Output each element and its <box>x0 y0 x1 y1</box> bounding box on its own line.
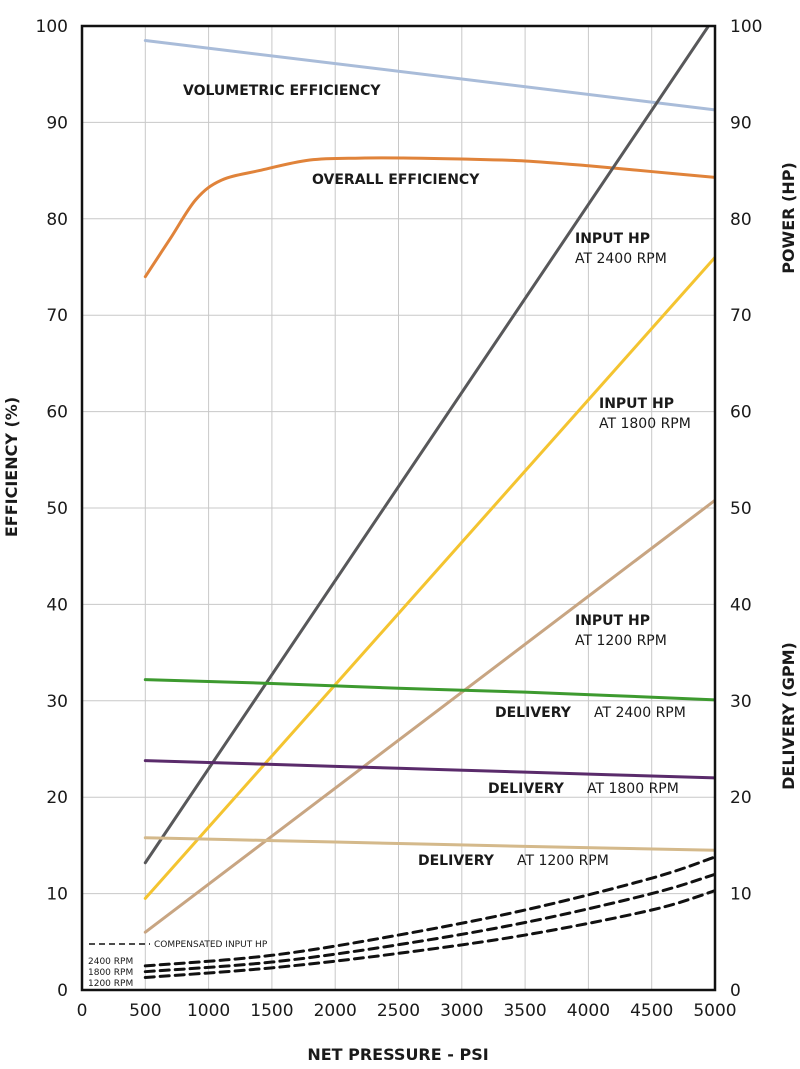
y-tick-label-left: 80 <box>46 210 68 230</box>
series-overall-eff <box>143 156 715 279</box>
y-tick-label-left: 10 <box>46 885 68 905</box>
y-tick-label-right: 70 <box>730 306 752 326</box>
x-tick-label: 4000 <box>567 1001 610 1021</box>
y-tick-label-right: 80 <box>730 210 752 230</box>
y-tick-label-left: 40 <box>46 595 68 615</box>
y-tick-label-left: 0 <box>57 981 68 1001</box>
x-tick-label: 5000 <box>693 1001 736 1021</box>
delivery-axis-title: DELIVERY (GPM) <box>779 642 798 790</box>
label-input-hp-1800: INPUT HP <box>599 396 674 412</box>
legend-rpm-1200: 1200 RPM <box>88 979 133 989</box>
x-tick-label: 3500 <box>503 1001 546 1021</box>
y-tick-label-right: 40 <box>730 595 752 615</box>
series-hp-1200 <box>143 498 715 934</box>
label-delivery-2400: DELIVERY <box>495 705 572 721</box>
x-tick-label: 2500 <box>377 1001 420 1021</box>
label-delivery-1200: DELIVERY <box>418 853 495 869</box>
x-tick-label: 0 <box>77 1001 88 1021</box>
y-tick-label-right: 100 <box>730 17 762 37</box>
series-hp-2400 <box>143 26 711 865</box>
label-input-hp-1200-rpm: AT 1200 RPM <box>575 633 667 649</box>
label-input-hp-1800-rpm: AT 1800 RPM <box>599 416 691 432</box>
series-hp-1800 <box>143 255 715 900</box>
label-overall-efficiency: OVERALL EFFICIENCY <box>312 172 480 188</box>
series-comp-1800 <box>143 872 715 974</box>
legend-rpm-2400: 2400 RPM <box>88 957 133 967</box>
plot-frame <box>80 24 717 992</box>
x-tick-label: 500 <box>129 1001 161 1021</box>
grid <box>82 26 715 990</box>
y-tick-label-right: 60 <box>730 403 752 423</box>
y-tick-label-right: 90 <box>730 113 752 133</box>
legend-rpm-1800: 1800 RPM <box>88 968 133 978</box>
y-tick-label-right: 10 <box>730 885 752 905</box>
label-delivery-1800: DELIVERY <box>488 781 565 797</box>
y-tick-label-left: 50 <box>46 499 68 519</box>
label-volumetric-efficiency: VOLUMETRIC EFFICIENCY <box>183 83 381 99</box>
label-input-hp-2400: INPUT HP <box>575 231 650 247</box>
series-comp-2400 <box>143 855 715 968</box>
series-comp-1200 <box>143 889 715 979</box>
series-del-1200 <box>143 836 715 852</box>
x-tick-label: 4500 <box>630 1001 673 1021</box>
y-tick-label-right: 50 <box>730 499 752 519</box>
x-tick-label: 1000 <box>187 1001 230 1021</box>
label-input-hp-1200: INPUT HP <box>575 613 650 629</box>
y-tick-label-left: 100 <box>36 17 68 37</box>
x-tick-label: 1500 <box>250 1001 293 1021</box>
label-delivery-1200-rpm: AT 1200 RPM <box>517 853 609 869</box>
y-tick-label-left: 70 <box>46 306 68 326</box>
curves <box>143 26 715 979</box>
left-axis-title: EFFICIENCY (%) <box>2 397 21 537</box>
y-tick-label-right: 20 <box>730 788 752 808</box>
x-tick-label: 2000 <box>314 1001 357 1021</box>
label-input-hp-2400-rpm: AT 2400 RPM <box>575 251 667 267</box>
power-axis-title: POWER (HP) <box>779 162 798 274</box>
x-axis-title: NET PRESSURE - PSI <box>307 1045 488 1064</box>
label-delivery-1800-rpm: AT 1800 RPM <box>587 781 679 797</box>
y-tick-label-left: 90 <box>46 113 68 133</box>
y-tick-label-left: 30 <box>46 692 68 712</box>
ticks: 0 500 1000 1500 2000 2500 3000 3500 4000 4500 5000… <box>36 17 763 1021</box>
y-tick-label-left: 60 <box>46 403 68 423</box>
series-del-2400 <box>143 678 715 702</box>
label-delivery-2400-rpm: AT 2400 RPM <box>594 705 686 721</box>
y-tick-label-left: 20 <box>46 788 68 808</box>
y-tick-label-right: 0 <box>730 981 741 1001</box>
series-del-1800 <box>143 759 715 780</box>
x-tick-label: 3000 <box>440 1001 483 1021</box>
y-tick-label-right: 30 <box>730 692 752 712</box>
series-vol-eff <box>143 38 715 112</box>
legend-compensated-title: COMPENSATED INPUT HP <box>154 940 268 950</box>
